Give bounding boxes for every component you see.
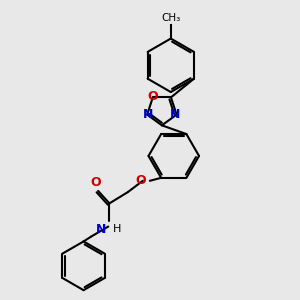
Text: N: N — [170, 108, 180, 121]
Text: O: O — [90, 176, 101, 189]
Text: CH₃: CH₃ — [161, 13, 180, 23]
Text: O: O — [148, 90, 158, 103]
Text: H: H — [112, 224, 121, 234]
Text: N: N — [143, 108, 153, 121]
Text: N: N — [96, 223, 106, 236]
Text: O: O — [136, 174, 146, 187]
